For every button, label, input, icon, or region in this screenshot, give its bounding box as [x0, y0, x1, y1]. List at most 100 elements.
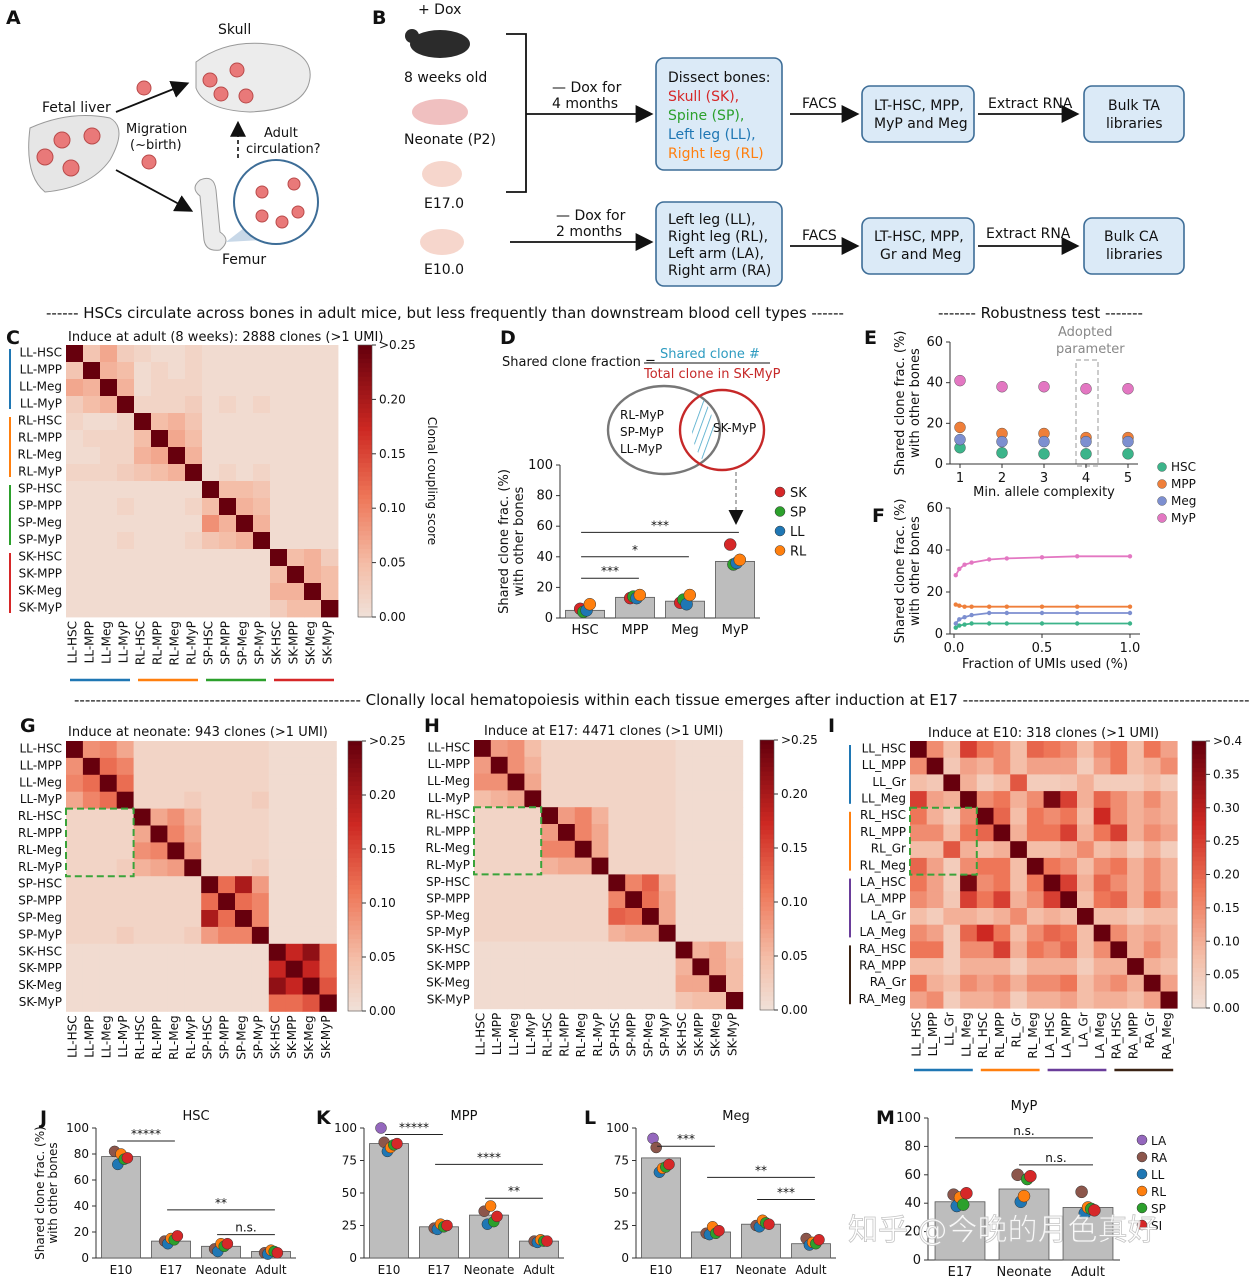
heatmap-cell — [218, 825, 236, 843]
colorbar-segment — [760, 740, 774, 745]
heatmap-cell — [285, 741, 303, 759]
heatmap-cell — [185, 413, 203, 431]
heatmap-cell — [251, 808, 270, 826]
heatmap-cell — [910, 891, 928, 909]
heatmap-cell — [83, 430, 101, 448]
row-label: LL_Meg — [861, 791, 906, 805]
heatmap-title: Induce at neonate: 943 clones (>1 UMI) — [68, 725, 328, 740]
heatmap-cell — [1143, 774, 1161, 792]
column-label: SP-Meg — [234, 1015, 248, 1059]
heatmap-cell — [675, 824, 693, 842]
heatmap-cell — [993, 741, 1011, 759]
colorbar-segment — [348, 754, 362, 760]
colorbar-segment — [760, 762, 774, 768]
heatmap-cell — [219, 464, 237, 482]
colorbar-segment — [348, 786, 362, 791]
colorbar-segment — [1192, 963, 1206, 969]
heatmap-cell — [268, 977, 287, 995]
x-tick-label: 2 — [998, 471, 1006, 486]
heatmap-cell — [168, 549, 186, 567]
heatmap-cell — [507, 824, 525, 842]
heatmap-cell — [134, 447, 152, 465]
heatmap-cell — [709, 924, 727, 942]
adult-mouse-icon — [410, 30, 470, 58]
colorbar-segment — [358, 594, 372, 600]
heatmap-cell — [287, 515, 305, 533]
colorbar-segment — [348, 984, 362, 989]
heatmap-cell — [675, 773, 693, 791]
heatmap-cell — [910, 958, 928, 976]
heatmap-cell — [558, 891, 576, 909]
heatmap-cell — [1110, 874, 1128, 892]
column-label: RL-MyP — [184, 1015, 198, 1059]
row-label: SP-MPP — [426, 892, 470, 906]
heatmap-cell — [285, 774, 303, 793]
heatmap-cell — [150, 741, 168, 759]
heatmap-cell — [117, 515, 135, 533]
heatmap-cell — [1060, 791, 1078, 809]
column-label: SK-MPP — [287, 621, 301, 664]
row-label: LA_Gr — [871, 908, 906, 922]
heatmap-cell — [168, 430, 186, 448]
heatmap-cell — [184, 825, 202, 843]
colorbar-segment — [348, 871, 362, 877]
heatmap-cell — [1093, 974, 1111, 992]
row-label: RA_MPP — [859, 958, 906, 972]
x-tick-label: 3 — [1040, 471, 1048, 486]
legend-marker — [1136, 1151, 1148, 1163]
heatmap-cell — [625, 824, 643, 842]
heatmap-cell — [236, 430, 254, 448]
extract-label-2: Extract RNA — [986, 226, 1071, 242]
heatmap-cell — [1026, 791, 1044, 809]
colorbar-segment — [348, 961, 362, 967]
heatmap-cell — [185, 549, 203, 567]
colorbar-segment — [760, 803, 774, 808]
data-point — [987, 604, 992, 609]
heatmap-cell — [642, 807, 660, 825]
heatmap-cell — [151, 600, 169, 618]
colorbar-tick-label: 0.25 — [1213, 834, 1240, 848]
colorbar-segment — [358, 449, 372, 455]
heatmap-cell — [321, 447, 339, 465]
column-label: LL-HSC — [473, 1013, 487, 1056]
colorbar-segment — [348, 948, 362, 953]
dashed-block-outline — [65, 807, 135, 878]
heatmap-cell — [591, 740, 609, 758]
heatmap-cell — [100, 464, 118, 482]
data-point — [713, 1224, 725, 1237]
significance-label: ** — [508, 1184, 520, 1198]
legend-marker — [1136, 1202, 1148, 1214]
cell-icon — [255, 209, 269, 223]
colorbar-segment — [348, 804, 362, 809]
heatmap-cell — [608, 773, 626, 791]
colorbar-segment — [760, 794, 774, 799]
colorbar-segment — [358, 440, 372, 446]
heatmap-cell — [1093, 891, 1111, 909]
heatmap-cell — [285, 757, 303, 776]
heatmap-cell — [960, 991, 978, 1009]
column-label: SP-Meg — [236, 621, 250, 665]
colorbar-segment — [348, 880, 362, 886]
heatmap-cell — [66, 960, 84, 978]
heatmap-cell — [268, 859, 287, 877]
heatmap-cell — [134, 413, 152, 431]
colorbar-segment — [760, 866, 774, 871]
heatmap-cell — [608, 740, 626, 758]
heatmap-cell — [490, 807, 508, 825]
row-label: RL-MyP — [18, 465, 62, 479]
colorbar-segment — [1192, 749, 1206, 755]
heatmap-cell — [168, 413, 186, 431]
heatmap-cell — [976, 974, 994, 992]
column-label: SP-HSC — [202, 621, 216, 665]
row-label: RL-Meg — [18, 843, 63, 857]
colorbar-segment — [760, 825, 774, 831]
colorbar-segment — [358, 422, 372, 428]
heatmap-cell — [1010, 874, 1028, 892]
heatmap-cell — [1043, 891, 1061, 909]
heatmap-cell — [287, 481, 305, 499]
heatmap-cell — [302, 960, 320, 978]
legend-label: LL — [790, 525, 805, 540]
heatmap-cell — [116, 910, 134, 928]
heatmap-cell — [304, 464, 322, 482]
heatmap-cell — [66, 600, 84, 618]
